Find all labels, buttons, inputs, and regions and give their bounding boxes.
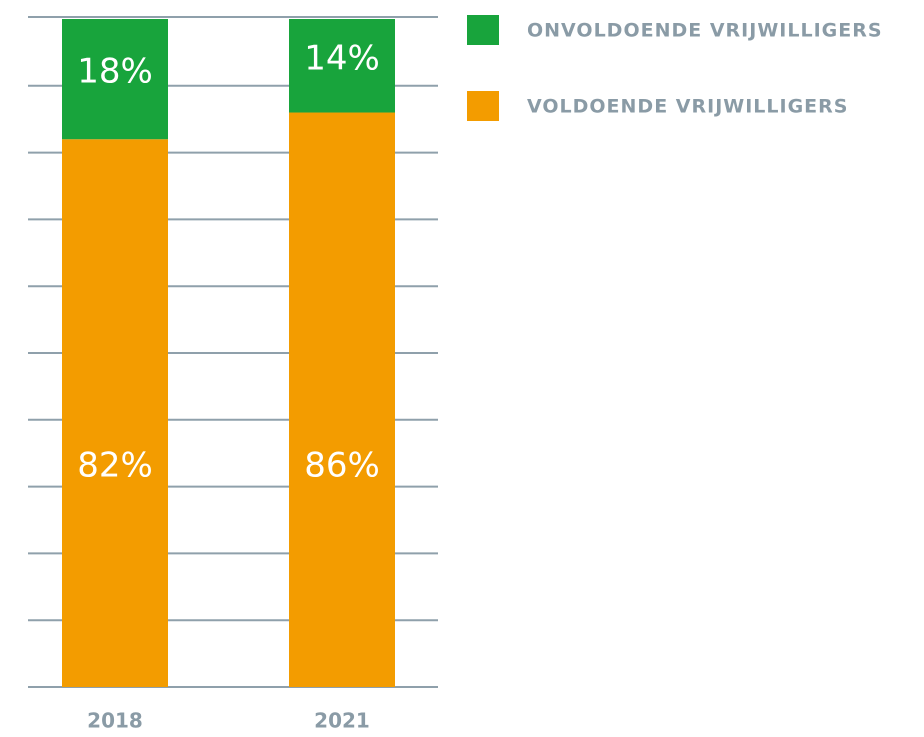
data-label: 82% <box>77 446 153 486</box>
data-label: 86% <box>304 446 380 486</box>
data-label: 14% <box>304 38 380 78</box>
x-tick-label: 2021 <box>314 709 370 733</box>
legend-swatch <box>467 91 499 121</box>
bar-segment <box>289 19 395 113</box>
legend-label: VOLDOENDE VRIJWILLIGERS <box>527 96 848 118</box>
x-tick-label: 2018 <box>87 709 143 733</box>
legend-label: ONVOLDOENDE VRIJWILLIGERS <box>527 20 883 42</box>
data-label: 18% <box>77 52 153 92</box>
bar-segment <box>62 139 168 688</box>
bar-segment <box>62 19 168 140</box>
bar-segment <box>289 112 395 687</box>
legend-swatch <box>467 15 499 45</box>
